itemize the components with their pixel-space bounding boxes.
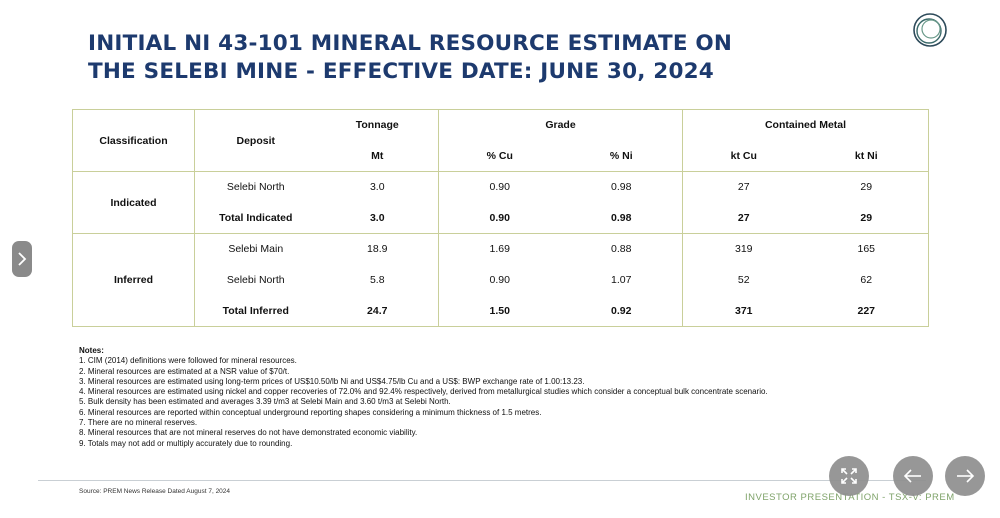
prev-slide-button[interactable] (893, 456, 933, 496)
tonnage-cell: 5.8 (316, 264, 439, 296)
note-item: 9. Totals may not add or multiply accura… (79, 438, 293, 448)
arrow-left-icon (903, 469, 921, 483)
tonnage-cell: 3.0 (316, 171, 439, 203)
class-inferred: Inferred (72, 233, 195, 327)
arrow-right-icon (957, 469, 975, 483)
header-tonnage: Tonnage (316, 109, 439, 141)
tonnage-cell: 24.7 (316, 295, 439, 327)
kt-cu-cell: 371 (682, 295, 805, 327)
ni-grade-cell: 0.92 (560, 295, 684, 327)
cu-grade-cell: 0.90 (438, 264, 561, 296)
fullscreen-button[interactable] (829, 456, 869, 496)
header-pct-ni: % Ni (560, 140, 684, 172)
deposit-cell: Selebi Main (194, 233, 317, 265)
note-item: 6. Mineral resources are reported within… (79, 407, 542, 417)
kt-ni-cell: 29 (804, 202, 930, 234)
table-row: Selebi North 5.8 0.90 1.07 52 62 (73, 264, 930, 296)
kt-cu-cell: 27 (682, 202, 805, 234)
table-row: Indicated Selebi North 3.0 0.90 0.98 27 … (72, 171, 930, 234)
tonnage-cell: 18.9 (316, 233, 439, 265)
deposit-cell: Total Indicated (194, 202, 317, 234)
header-kt-ni: kt Ni (804, 140, 930, 172)
header-kt-cu: kt Cu (682, 140, 805, 172)
source-note: Source: PREM News Release Dated August 7… (79, 488, 231, 495)
page-title: INITIAL NI 43-101 MINERAL RESOURCE ESTIM… (88, 30, 732, 86)
chevron-right-icon (18, 252, 27, 266)
header-classification: Classification (72, 109, 195, 172)
cu-grade-cell: 1.69 (438, 233, 561, 265)
title-line-1: INITIAL NI 43-101 MINERAL RESOURCE ESTIM… (88, 31, 733, 56)
footer-divider (38, 480, 926, 481)
note-item: 1. CIM (2014) definitions were followed … (79, 356, 297, 366)
note-item: 4. Mineral resources are estimated using… (79, 387, 768, 397)
footer-tag: INVESTOR PRESENTATION - TSX-V: PREM (745, 492, 955, 503)
ring-logo-icon (913, 13, 947, 47)
ni-grade-cell: 0.98 (560, 171, 684, 203)
title-line-2: THE SELEBI MINE - EFFECTIVE DATE: JUNE 3… (88, 59, 714, 84)
note-item: 3. Mineral resources are estimated using… (79, 376, 585, 386)
deposit-cell: Selebi North (194, 264, 317, 296)
header-grade: Grade (437, 109, 684, 141)
resource-table: Classification Deposit Tonnage Grade Con… (72, 109, 930, 327)
header-pct-cu: % Cu (438, 140, 561, 172)
kt-cu-cell: 52 (682, 264, 805, 296)
tonnage-cell: 3.0 (316, 202, 439, 234)
kt-ni-cell: 227 (804, 295, 930, 327)
table-row: Inferred Selebi Main 18.9 1.69 0.88 319 … (72, 233, 930, 327)
cu-grade-cell: 0.90 (438, 202, 561, 234)
table-row: Total Indicated 3.0 0.90 0.98 27 29 (73, 202, 930, 234)
notes-heading: Notes: (79, 346, 104, 355)
side-nav-button[interactable] (12, 241, 32, 277)
note-item: 2. Mineral resources are estimated at a … (79, 366, 290, 376)
header-mt: Mt (316, 140, 439, 172)
kt-cu-cell: 27 (682, 171, 805, 203)
next-slide-button[interactable] (945, 456, 985, 496)
ni-grade-cell: 1.07 (560, 264, 684, 296)
ni-grade-cell: 0.88 (560, 233, 684, 265)
ni-grade-cell: 0.98 (560, 202, 684, 234)
header-deposit: Deposit (194, 109, 317, 172)
class-indicated: Indicated (72, 171, 195, 234)
expand-icon (841, 468, 857, 484)
cu-grade-cell: 0.90 (438, 171, 561, 203)
notes-block: Notes: 1. CIM (2014) definitions were fo… (79, 346, 939, 449)
note-item: 8. Mineral resources that are not minera… (79, 428, 418, 438)
kt-ni-cell: 62 (804, 264, 930, 296)
table-row: Total Inferred 24.7 1.50 0.92 371 227 (73, 295, 930, 327)
kt-cu-cell: 319 (682, 233, 805, 265)
deposit-cell: Selebi North (194, 171, 317, 203)
header-contained-metal: Contained Metal (682, 109, 930, 141)
note-item: 7. There are no mineral reserves. (79, 418, 198, 428)
kt-ni-cell: 29 (804, 171, 930, 203)
cu-grade-cell: 1.50 (438, 295, 561, 327)
note-item: 5. Bulk density has been estimated and a… (79, 397, 451, 407)
kt-ni-cell: 165 (804, 233, 930, 265)
deposit-cell: Total Inferred (194, 295, 317, 327)
